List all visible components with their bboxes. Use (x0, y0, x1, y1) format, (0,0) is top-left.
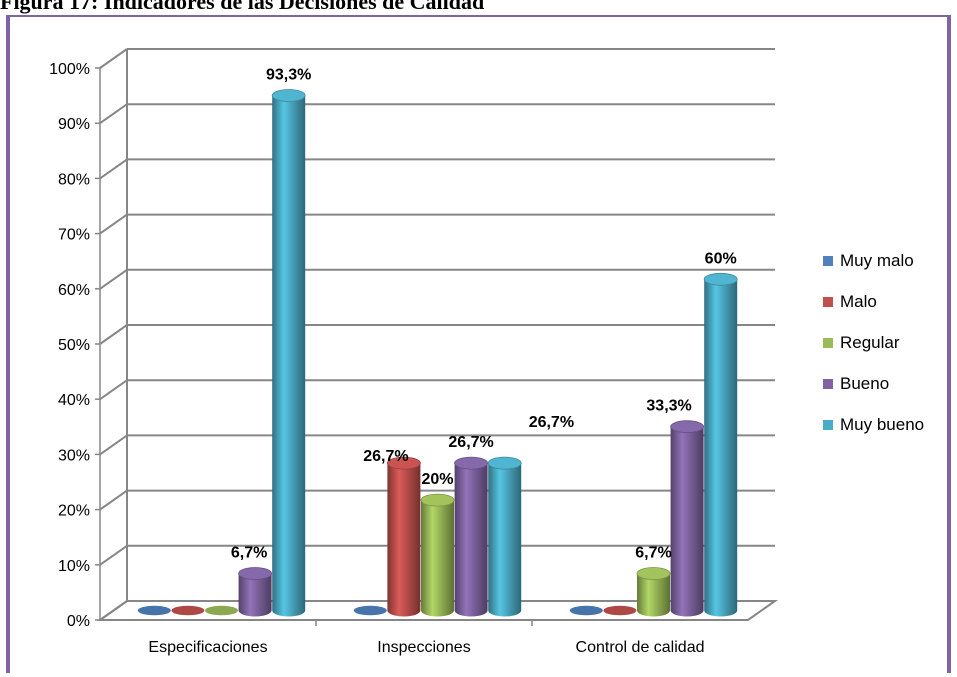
gridline-depth (100, 270, 127, 289)
gridline-depth (100, 325, 127, 344)
y-tick-label: 0% (67, 613, 90, 630)
bar-bueno (671, 421, 704, 617)
gridline-depth (100, 215, 127, 234)
legend-label: Muy bueno (840, 415, 924, 434)
x-axis-ticks: Especificaciones Inspecciones Control de c… (148, 639, 704, 656)
legend-label: Muy malo (840, 251, 914, 270)
data-label: 33,3% (646, 398, 691, 415)
y-tick-label: 30% (58, 447, 90, 464)
y-axis-ticks: 0% 10% 20% 30% 40% 50% 60% 70% 80% 90% 100% (49, 61, 90, 630)
bar-muy-malo (138, 606, 171, 616)
data-label: 6,7% (231, 545, 267, 562)
y-tick-label: 90% (58, 116, 90, 133)
gridline-depth (100, 491, 127, 510)
y-tick-label: 60% (58, 282, 90, 299)
bar-muy-bueno (272, 89, 305, 616)
x-tick-label: Control de calidad (576, 639, 705, 656)
bars (138, 89, 737, 616)
x-tick-label: Especificaciones (148, 639, 267, 656)
y-tick-label: 70% (58, 227, 90, 244)
bar-malo (603, 606, 636, 616)
legend-label: Malo (840, 292, 877, 311)
y-tick-label: 20% (58, 503, 90, 520)
gridline-depth (100, 159, 127, 178)
y-tick-label: 40% (58, 392, 90, 409)
legend-label: Regular (840, 333, 900, 352)
data-label: 20% (421, 471, 453, 488)
data-label: 93,3% (266, 66, 311, 83)
bar-muy-malo (354, 606, 387, 616)
bar-malo (171, 606, 204, 616)
y-tick-label: 50% (58, 337, 90, 354)
gridline-depth (100, 380, 127, 399)
bar-regular (637, 568, 670, 617)
y-tick-label: 80% (58, 171, 90, 188)
gridline-depth (100, 104, 127, 123)
bar-regular (205, 606, 238, 616)
bar-bueno (239, 568, 272, 617)
gridline-depth (100, 435, 127, 454)
x-tick-label: Inspecciones (377, 639, 470, 656)
legend: Muy malo Malo Regular Bueno Muy bueno (823, 251, 924, 434)
bar-muy-bueno (704, 273, 737, 616)
gridline-depth (100, 49, 127, 68)
data-label: 6,7% (635, 545, 671, 562)
legend-label: Bueno (840, 374, 889, 393)
bar-regular (421, 494, 454, 616)
gridline-depth (100, 546, 127, 565)
data-label: 26,7% (448, 434, 493, 451)
legend-swatch (823, 297, 833, 307)
bar-muy-bueno (488, 457, 521, 616)
legend-swatch (823, 338, 833, 348)
data-label: 26,7% (529, 414, 574, 431)
bar-muy-malo (570, 606, 603, 616)
y-tick-label: 10% (58, 558, 90, 575)
legend-swatch (823, 420, 833, 430)
legend-swatch (823, 256, 833, 266)
data-label: 26,7% (363, 448, 408, 465)
bar-malo (387, 457, 420, 616)
y-tick-label: 100% (49, 61, 90, 78)
data-label: 60% (705, 250, 737, 267)
legend-swatch (823, 379, 833, 389)
bar-bueno (455, 457, 488, 616)
